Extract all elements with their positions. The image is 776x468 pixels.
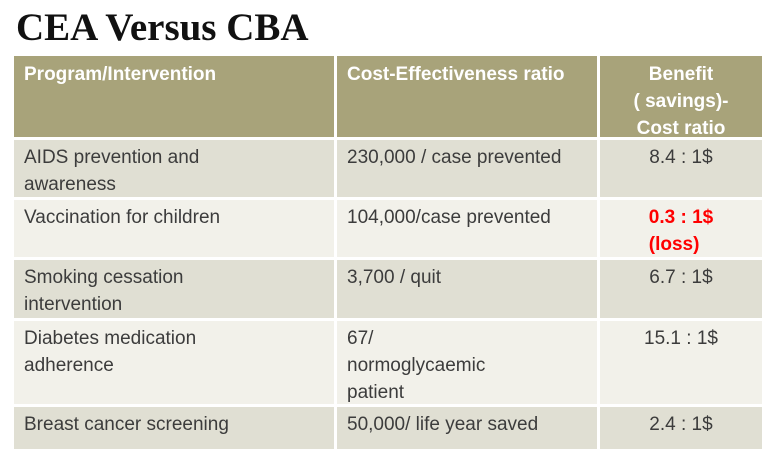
- cell-ce-ratio: 104,000/case prevented: [337, 200, 597, 257]
- table-row: Diabetes medication adherence 67/ normog…: [14, 321, 762, 404]
- cell-program: Diabetes medication adherence: [14, 321, 334, 404]
- table-row: AIDS prevention and awareness 230,000 / …: [14, 140, 762, 197]
- cell-ce-ratio: 3,700 / quit: [337, 260, 597, 318]
- cell-bc-ratio: 8.4 : 1$: [600, 140, 762, 197]
- cea-cba-table: Program/Intervention Cost-Effectiveness …: [14, 56, 762, 449]
- bc-ratio-value: 15.1 : 1$: [644, 328, 718, 349]
- cell-program: Vaccination for children: [14, 200, 334, 257]
- table-row: Vaccination for children 104,000/case pr…: [14, 200, 762, 257]
- bc-ratio-value: 8.4 : 1$: [649, 147, 713, 168]
- bc-ratio-value: 2.4 : 1$: [649, 414, 713, 435]
- cell-bc-ratio-loss: 0.3 : 1$ (loss): [600, 200, 762, 257]
- cell-ce-ratio: 50,000/ life year saved: [337, 407, 597, 449]
- cell-ce-ratio: 67/ normoglycaemic patient: [337, 321, 597, 404]
- cell-bc-ratio: 6.7 : 1$: [600, 260, 762, 318]
- cell-program: Breast cancer screening: [14, 407, 334, 449]
- table-row: Smoking cessation intervention 3,700 / q…: [14, 260, 762, 318]
- column-header-benefit-cost: Benefit ( savings)- Cost ratio: [600, 56, 762, 139]
- column-header-program: Program/Intervention: [14, 56, 334, 137]
- cell-bc-ratio: 2.4 : 1$: [600, 407, 762, 449]
- bc-ratio-loss-value: 0.3 : 1$ (loss): [648, 207, 714, 255]
- cell-bc-ratio: 15.1 : 1$: [600, 321, 762, 404]
- table-header-row: Program/Intervention Cost-Effectiveness …: [14, 56, 762, 139]
- page-title: CEA Versus CBA: [16, 6, 309, 49]
- cell-program: Smoking cessation intervention: [14, 260, 334, 318]
- bc-ratio-value: 6.7 : 1$: [649, 267, 713, 288]
- column-header-cost-effectiveness: Cost-Effectiveness ratio: [337, 56, 597, 137]
- cell-ce-ratio: 230,000 / case prevented: [337, 140, 597, 197]
- cell-program: AIDS prevention and awareness: [14, 140, 334, 197]
- table-row: Breast cancer screening 50,000/ life yea…: [14, 407, 762, 449]
